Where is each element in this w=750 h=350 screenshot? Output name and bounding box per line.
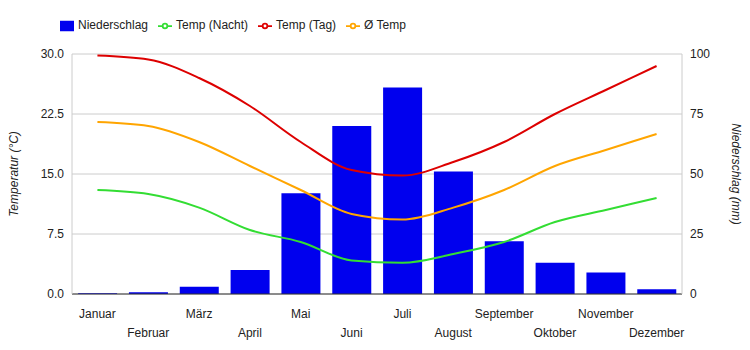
svg-text:0.0: 0.0	[47, 287, 64, 301]
svg-text:22.5: 22.5	[41, 107, 65, 121]
svg-text:November: November	[578, 307, 633, 321]
svg-text:Mai: Mai	[291, 307, 310, 321]
html-text:Temp (Nacht): Temp (Nacht)	[176, 18, 249, 32]
svg-text:Februar: Februar	[127, 326, 169, 340]
svg-text:Januar: Januar	[79, 307, 116, 321]
svg-text:0: 0	[690, 287, 697, 301]
svg-text:April: April	[238, 326, 262, 340]
svg-text:25: 25	[690, 227, 704, 241]
svg-text:100: 100	[690, 47, 710, 61]
svg-text:Juni: Juni	[341, 326, 363, 340]
svg-text:September: September	[475, 307, 534, 321]
svg-text:Niederschlag (mm): Niederschlag (mm)	[729, 123, 742, 224]
svg-text:7.5: 7.5	[47, 227, 64, 241]
html-text:Ø Temp: Ø Temp	[364, 18, 406, 32]
svg-text:August: August	[435, 326, 473, 340]
svg-text:Oktober: Oktober	[534, 326, 577, 340]
svg-text:Dezember: Dezember	[629, 326, 684, 340]
svg-text:15.0: 15.0	[41, 167, 65, 181]
svg-text:75: 75	[690, 107, 704, 121]
html-text:Temp (Tag): Temp (Tag)	[276, 18, 337, 32]
svg-text:Temperatur (°C): Temperatur (°C)	[8, 131, 21, 217]
svg-text:Juli: Juli	[393, 307, 411, 321]
svg-text:März: März	[186, 307, 213, 321]
svg-text:50: 50	[690, 167, 704, 181]
html-text:Niederschlag: Niederschlag	[78, 18, 148, 32]
svg-text:30.0: 30.0	[41, 47, 65, 61]
